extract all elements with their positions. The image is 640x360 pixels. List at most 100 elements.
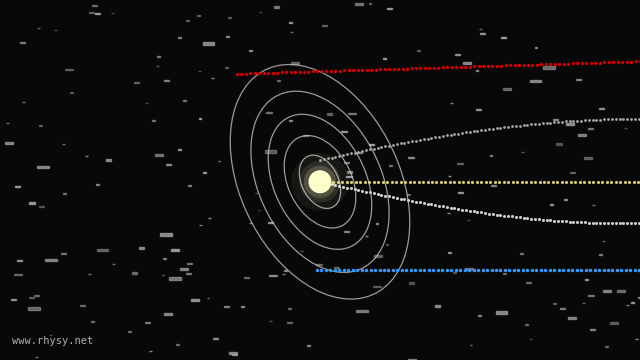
Point [620, 179, 630, 185]
Point [576, 267, 586, 273]
Point [591, 220, 602, 226]
Point [360, 179, 370, 185]
Point [540, 267, 550, 273]
Point [376, 192, 387, 198]
Point [584, 117, 594, 123]
Bar [96, 184, 99, 185]
Point [468, 267, 479, 273]
Point [580, 220, 590, 225]
Point [576, 219, 586, 225]
Point [438, 133, 448, 139]
Point [586, 60, 596, 66]
Point [614, 220, 625, 226]
Point [453, 206, 463, 212]
Bar [250, 50, 252, 51]
Bar [49, 335, 52, 336]
Point [415, 199, 425, 205]
Point [374, 267, 385, 273]
Point [434, 203, 444, 208]
Point [588, 179, 598, 185]
Point [460, 64, 470, 69]
Bar [525, 324, 528, 325]
Bar [478, 315, 481, 316]
Point [492, 212, 502, 217]
Bar [241, 306, 244, 307]
Point [635, 58, 640, 64]
Point [328, 179, 339, 185]
Point [465, 64, 475, 69]
Point [492, 125, 502, 131]
Point [484, 126, 494, 132]
Point [584, 179, 594, 185]
Point [312, 267, 322, 273]
Point [572, 118, 582, 123]
Bar [155, 154, 163, 156]
Bar [225, 67, 227, 68]
Point [474, 63, 484, 69]
Point [352, 267, 362, 273]
Point [433, 267, 443, 273]
Point [346, 185, 356, 191]
Bar [191, 299, 198, 301]
Bar [183, 100, 186, 101]
Bar [455, 54, 460, 55]
Bar [92, 5, 97, 6]
Point [614, 116, 625, 122]
Point [427, 179, 437, 185]
Bar [232, 354, 237, 355]
Point [580, 117, 590, 123]
Point [511, 123, 521, 129]
Point [549, 120, 559, 125]
Point [464, 267, 474, 273]
Bar [268, 222, 273, 223]
Point [472, 128, 483, 134]
Point [431, 179, 442, 185]
Point [585, 267, 595, 273]
Point [348, 267, 358, 273]
Bar [61, 253, 66, 254]
Bar [80, 305, 86, 306]
Point [404, 179, 415, 185]
Bar [249, 222, 252, 223]
Point [396, 196, 406, 202]
Point [495, 212, 506, 218]
Bar [341, 131, 346, 132]
Point [384, 66, 394, 72]
Point [375, 67, 385, 72]
Point [254, 70, 264, 76]
Point [337, 179, 348, 185]
Point [353, 67, 363, 73]
Point [526, 216, 536, 221]
Point [442, 64, 452, 70]
Point [467, 179, 477, 185]
Point [572, 267, 582, 273]
Point [527, 62, 538, 68]
Point [561, 118, 571, 124]
Point [563, 61, 573, 67]
Point [566, 179, 576, 185]
Point [342, 152, 352, 157]
Point [548, 179, 558, 185]
Point [469, 64, 479, 69]
Point [527, 267, 537, 273]
Point [348, 67, 358, 73]
Bar [389, 165, 392, 166]
Bar [169, 277, 180, 280]
Point [481, 179, 491, 185]
Point [500, 267, 510, 273]
Point [491, 267, 501, 273]
Point [637, 179, 640, 185]
Point [319, 157, 329, 162]
Point [463, 179, 473, 185]
Point [495, 267, 506, 273]
Point [507, 123, 517, 129]
Point [512, 179, 522, 185]
Point [504, 267, 515, 273]
Point [413, 179, 424, 185]
Point [299, 69, 309, 75]
Point [597, 179, 607, 185]
Point [326, 181, 337, 187]
Point [530, 179, 540, 185]
Point [415, 137, 425, 143]
Point [564, 219, 575, 224]
